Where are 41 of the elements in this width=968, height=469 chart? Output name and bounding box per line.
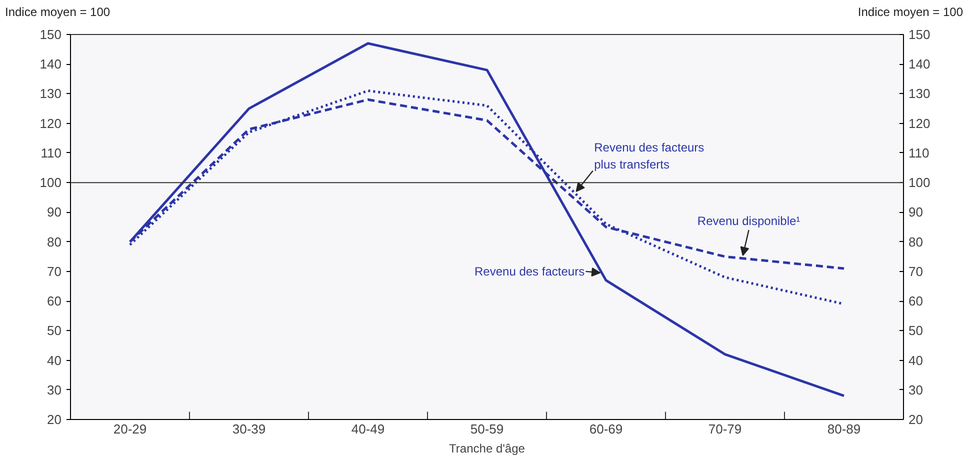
y2-tick-label: 150: [908, 27, 930, 42]
y-tick-label: 110: [40, 145, 62, 160]
y-tick-label: 70: [47, 264, 62, 279]
y2-tick-label: 60: [908, 294, 923, 309]
x-axis-title: Tranche d'âge: [449, 442, 526, 456]
y2-tick-label: 70: [908, 264, 923, 279]
y-tick-label: 30: [47, 382, 62, 398]
y2-tick-label: 80: [908, 234, 923, 250]
y-tick-label: 40: [47, 352, 62, 368]
x-tick-label: 30-39: [232, 422, 266, 436]
x-tick-label: 50-59: [470, 422, 504, 436]
y-tick-label: 80: [47, 234, 62, 250]
y2-tick-label: 50: [908, 323, 923, 338]
y2-tick-label: 40: [908, 352, 923, 368]
x-tick-label: 40-49: [351, 422, 385, 436]
y2-tick-label: 110: [908, 145, 930, 160]
y-tick-label: 90: [47, 204, 62, 220]
y-tick-label: 130: [40, 86, 62, 102]
y2-tick-label: 120: [908, 116, 930, 131]
y2-tick-label: 90: [908, 204, 923, 220]
y2-tick-label: 100: [908, 175, 930, 190]
y2-tick-label: 20: [908, 412, 923, 427]
x-tick-label: 20-29: [113, 422, 147, 436]
x-tick-label: 70-79: [708, 422, 742, 436]
y2-axis-title: Indice moyen = 100: [858, 4, 963, 21]
y-tick-label: 60: [47, 294, 62, 309]
y-tick-label: 20: [47, 412, 62, 427]
y-tick-label: 100: [40, 175, 62, 190]
x-tick-label: 80-89: [827, 422, 861, 436]
text: Revenu des facteurs plus transferts: [594, 140, 704, 172]
y2-tick-label: 130: [908, 86, 930, 102]
y-axis-title: Indice moyen = 100: [5, 4, 110, 21]
y-tick-label: 150: [40, 27, 62, 42]
y-tick-label: 140: [40, 56, 62, 72]
y2-tick-label: 140: [908, 56, 930, 72]
y-tick-label: 50: [47, 323, 62, 338]
y-tick-label: 120: [40, 116, 62, 131]
y2-tick-label: 30: [908, 382, 923, 398]
series-label: Revenu disponible¹: [697, 214, 800, 228]
x-tick-label: 60-69: [589, 422, 623, 436]
series-label: Revenu des facteurs: [474, 264, 585, 278]
